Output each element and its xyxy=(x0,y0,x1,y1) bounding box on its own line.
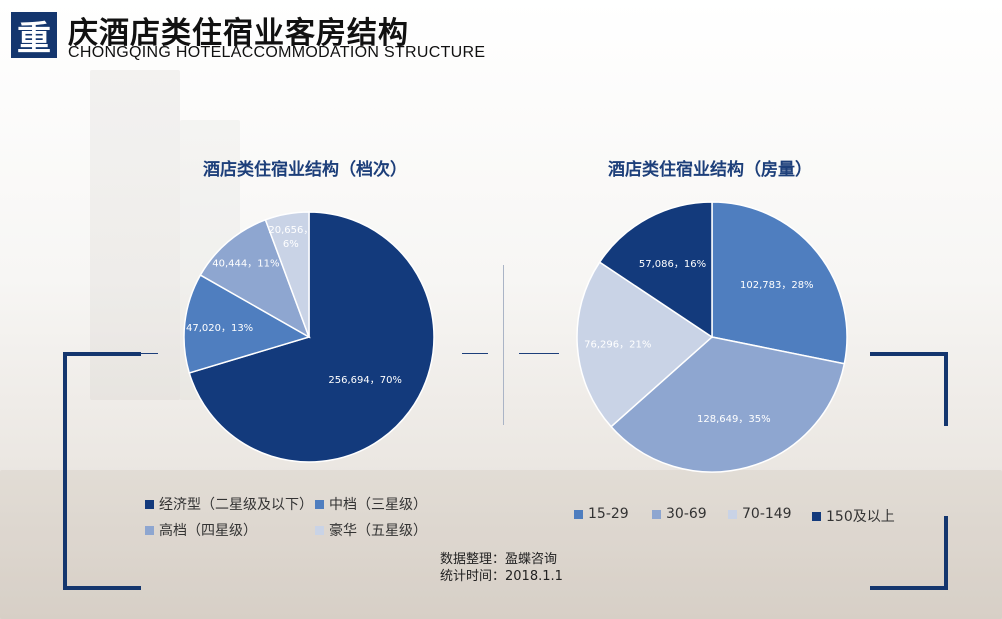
pie-slice xyxy=(183,274,311,374)
legend-swatch xyxy=(315,525,324,535)
slice-data-label: 102,783，28% xyxy=(740,280,814,291)
legend-item: 150及以上 xyxy=(812,506,895,526)
slice-data-label: 76,296，21% xyxy=(584,340,651,351)
pie-chart-rooms: 102,783，28% 128,649，35% 76,296，21% 57,086，1… xyxy=(576,201,848,473)
page-subtitle: CHONGQING HOTELACCOMMODATION STRUCTURE xyxy=(68,44,486,61)
slice-data-label: 128,649，35% xyxy=(697,414,771,425)
legend-label: 15-29 xyxy=(588,506,629,522)
legend-label: 150及以上 xyxy=(826,509,895,525)
legend-item: 豪华（五星级） xyxy=(315,520,427,540)
legend-item: 15-29 xyxy=(574,506,629,522)
page-title: 庆酒店类住宿业客房结构 xyxy=(68,16,409,51)
legend-label: 豪华（五星级） xyxy=(329,523,427,539)
legend-swatch xyxy=(728,509,737,519)
legend-label: 30-69 xyxy=(666,506,707,522)
background-furniture xyxy=(0,470,1002,619)
source-line-2: 统计时间：2018.1.1 xyxy=(440,569,563,584)
legend-label: 中档（三星级） xyxy=(329,497,427,513)
legend-label: 经济型（二星级及以下） xyxy=(159,497,313,513)
chart-title-grade: 酒店类住宿业结构（档次） xyxy=(203,160,407,180)
slice-data-label: 20,656， 6% xyxy=(268,225,313,250)
slice-data-label: 256,694，70% xyxy=(328,375,402,386)
legend-item: 经济型（二星级及以下） xyxy=(145,494,313,514)
source-note: 数据整理：盈蝶咨询 统计时间：2018.1.1 xyxy=(440,551,563,585)
pie-slice xyxy=(598,201,713,339)
pie-slice xyxy=(711,201,848,365)
source-line-1: 数据整理：盈蝶咨询 xyxy=(440,552,558,567)
brand-logo: 重 xyxy=(11,12,57,59)
legend-swatch xyxy=(145,499,154,509)
chart-title-rooms: 酒店类住宿业结构（房量） xyxy=(608,160,812,180)
legend-swatch xyxy=(145,525,154,535)
pie-chart-grade: 256,694，70% 47,020，13% 40,444，11% 20,656， 6% xyxy=(183,211,435,463)
legend-label: 高档（四星级） xyxy=(159,523,257,539)
slice-data-label: 57,086，16% xyxy=(639,259,706,270)
legend-swatch xyxy=(315,499,324,509)
legend-item: 中档（三星级） xyxy=(315,494,427,514)
legend-item: 高档（四星级） xyxy=(145,520,257,540)
legend-item: 30-69 xyxy=(652,506,707,522)
pie-slice xyxy=(199,218,311,339)
slice-data-label: 40,444，11% xyxy=(212,259,279,270)
legend-swatch xyxy=(812,511,821,521)
pie-slice xyxy=(610,336,846,473)
legend-item: 70-149 xyxy=(728,506,792,522)
legend-label: 70-149 xyxy=(742,506,792,522)
pie-slice xyxy=(188,211,435,463)
background-building xyxy=(90,70,180,400)
legend-swatch xyxy=(652,509,661,519)
legend-swatch xyxy=(574,509,583,519)
pie-slice xyxy=(264,211,310,338)
slice-data-label: 47,020，13% xyxy=(186,323,253,334)
pie-slice xyxy=(576,261,714,428)
